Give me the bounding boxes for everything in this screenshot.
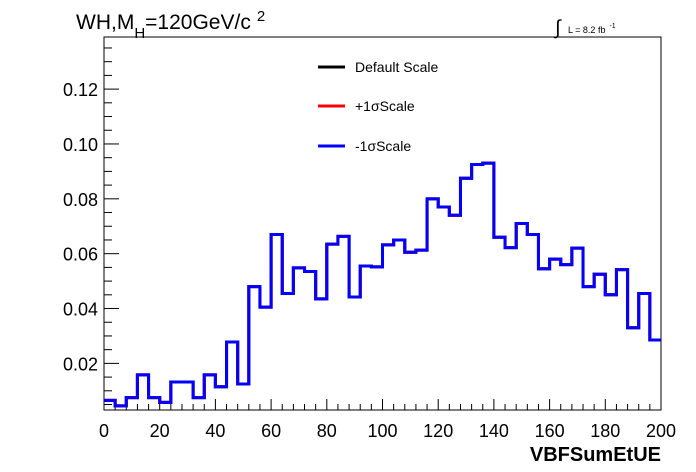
legend-label-plus: +1σScale (355, 98, 415, 114)
x-tick-label: 0 (99, 421, 109, 441)
series-line-2 (104, 161, 661, 408)
x-tick-label: 120 (423, 421, 453, 441)
x-tick-label: 40 (205, 421, 225, 441)
y-tick-label: 0.06 (63, 245, 98, 265)
x-tick-label: 140 (479, 421, 509, 441)
lumi-integral: ∫ (554, 17, 562, 39)
title-sub: H (134, 25, 145, 42)
lumi-sup: -1 (609, 23, 615, 30)
y-tick-label: 0.08 (63, 190, 98, 210)
plot-title: WH,MH=120GeV/c 2 (76, 8, 265, 42)
y-tick-label: 0.12 (63, 80, 98, 100)
legend: Default Scale +1σScale -1σScale (318, 59, 438, 154)
series-line-0 (104, 161, 661, 408)
x-tick-label: 60 (261, 421, 281, 441)
lumi-text: L = 8.2 fb (568, 25, 605, 35)
y-tick-label: 0.10 (63, 135, 98, 155)
title-rest: =120GeV/c (145, 11, 251, 34)
x-axis-title: VBFSumEtUE (530, 444, 661, 466)
plot-frame (103, 36, 662, 411)
x-tick-label: 160 (535, 421, 565, 441)
y-tick-label: 0.02 (63, 354, 98, 374)
legend-label-default: Default Scale (355, 59, 438, 75)
x-axis: 0 20 40 60 80 100 120 140 160 180 200 (99, 399, 676, 441)
title-sup: 2 (257, 8, 265, 25)
y-tick-label: 0.04 (63, 300, 98, 320)
x-tick-label: 200 (646, 421, 676, 441)
x-tick-label: 80 (317, 421, 337, 441)
series-line-1 (104, 161, 661, 408)
x-tick-label: 180 (590, 421, 620, 441)
title-main: WH,M (76, 11, 134, 34)
x-tick-label: 100 (367, 421, 397, 441)
series-layer (104, 161, 661, 408)
y-axis: 0.02 0.04 0.06 0.08 0.10 0.12 (63, 47, 119, 406)
legend-label-minus: -1σScale (355, 138, 411, 154)
lumi-label: L = 8.2 fb -1 (568, 23, 616, 35)
x-tick-label: 20 (150, 421, 170, 441)
